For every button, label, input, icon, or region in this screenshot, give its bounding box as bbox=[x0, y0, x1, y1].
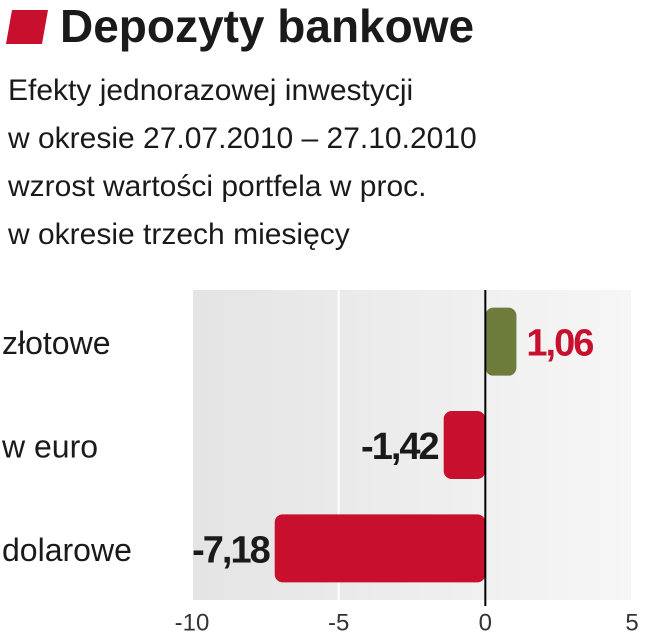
x-tick-label: 5 bbox=[625, 609, 638, 636]
x-tick-label: 0 bbox=[479, 609, 492, 636]
subtitle: w okresie 27.07.2010 – 27.10.2010 bbox=[7, 122, 477, 155]
bar bbox=[274, 514, 486, 583]
subtitle: w okresie trzech miesięcy bbox=[7, 218, 350, 251]
value-label: -7,18 bbox=[192, 529, 269, 571]
category-label: dolarowe bbox=[2, 532, 132, 568]
bar bbox=[443, 411, 486, 479]
x-tick-label: -5 bbox=[328, 609, 349, 636]
subtitle: wzrost wartości portfela w proc. bbox=[7, 170, 426, 203]
category-label: złotowe bbox=[2, 325, 111, 361]
x-tick-label: -10 bbox=[175, 609, 210, 636]
value-label: -1,42 bbox=[361, 426, 438, 468]
subtitle: Efekty jednorazowej inwestycji bbox=[8, 74, 413, 107]
title-icon bbox=[6, 10, 48, 44]
value-label: 1,06 bbox=[526, 323, 593, 365]
bar bbox=[485, 307, 517, 376]
chart-title: Depozyty bankowe bbox=[60, 0, 474, 52]
category-label: w euro bbox=[1, 428, 98, 464]
